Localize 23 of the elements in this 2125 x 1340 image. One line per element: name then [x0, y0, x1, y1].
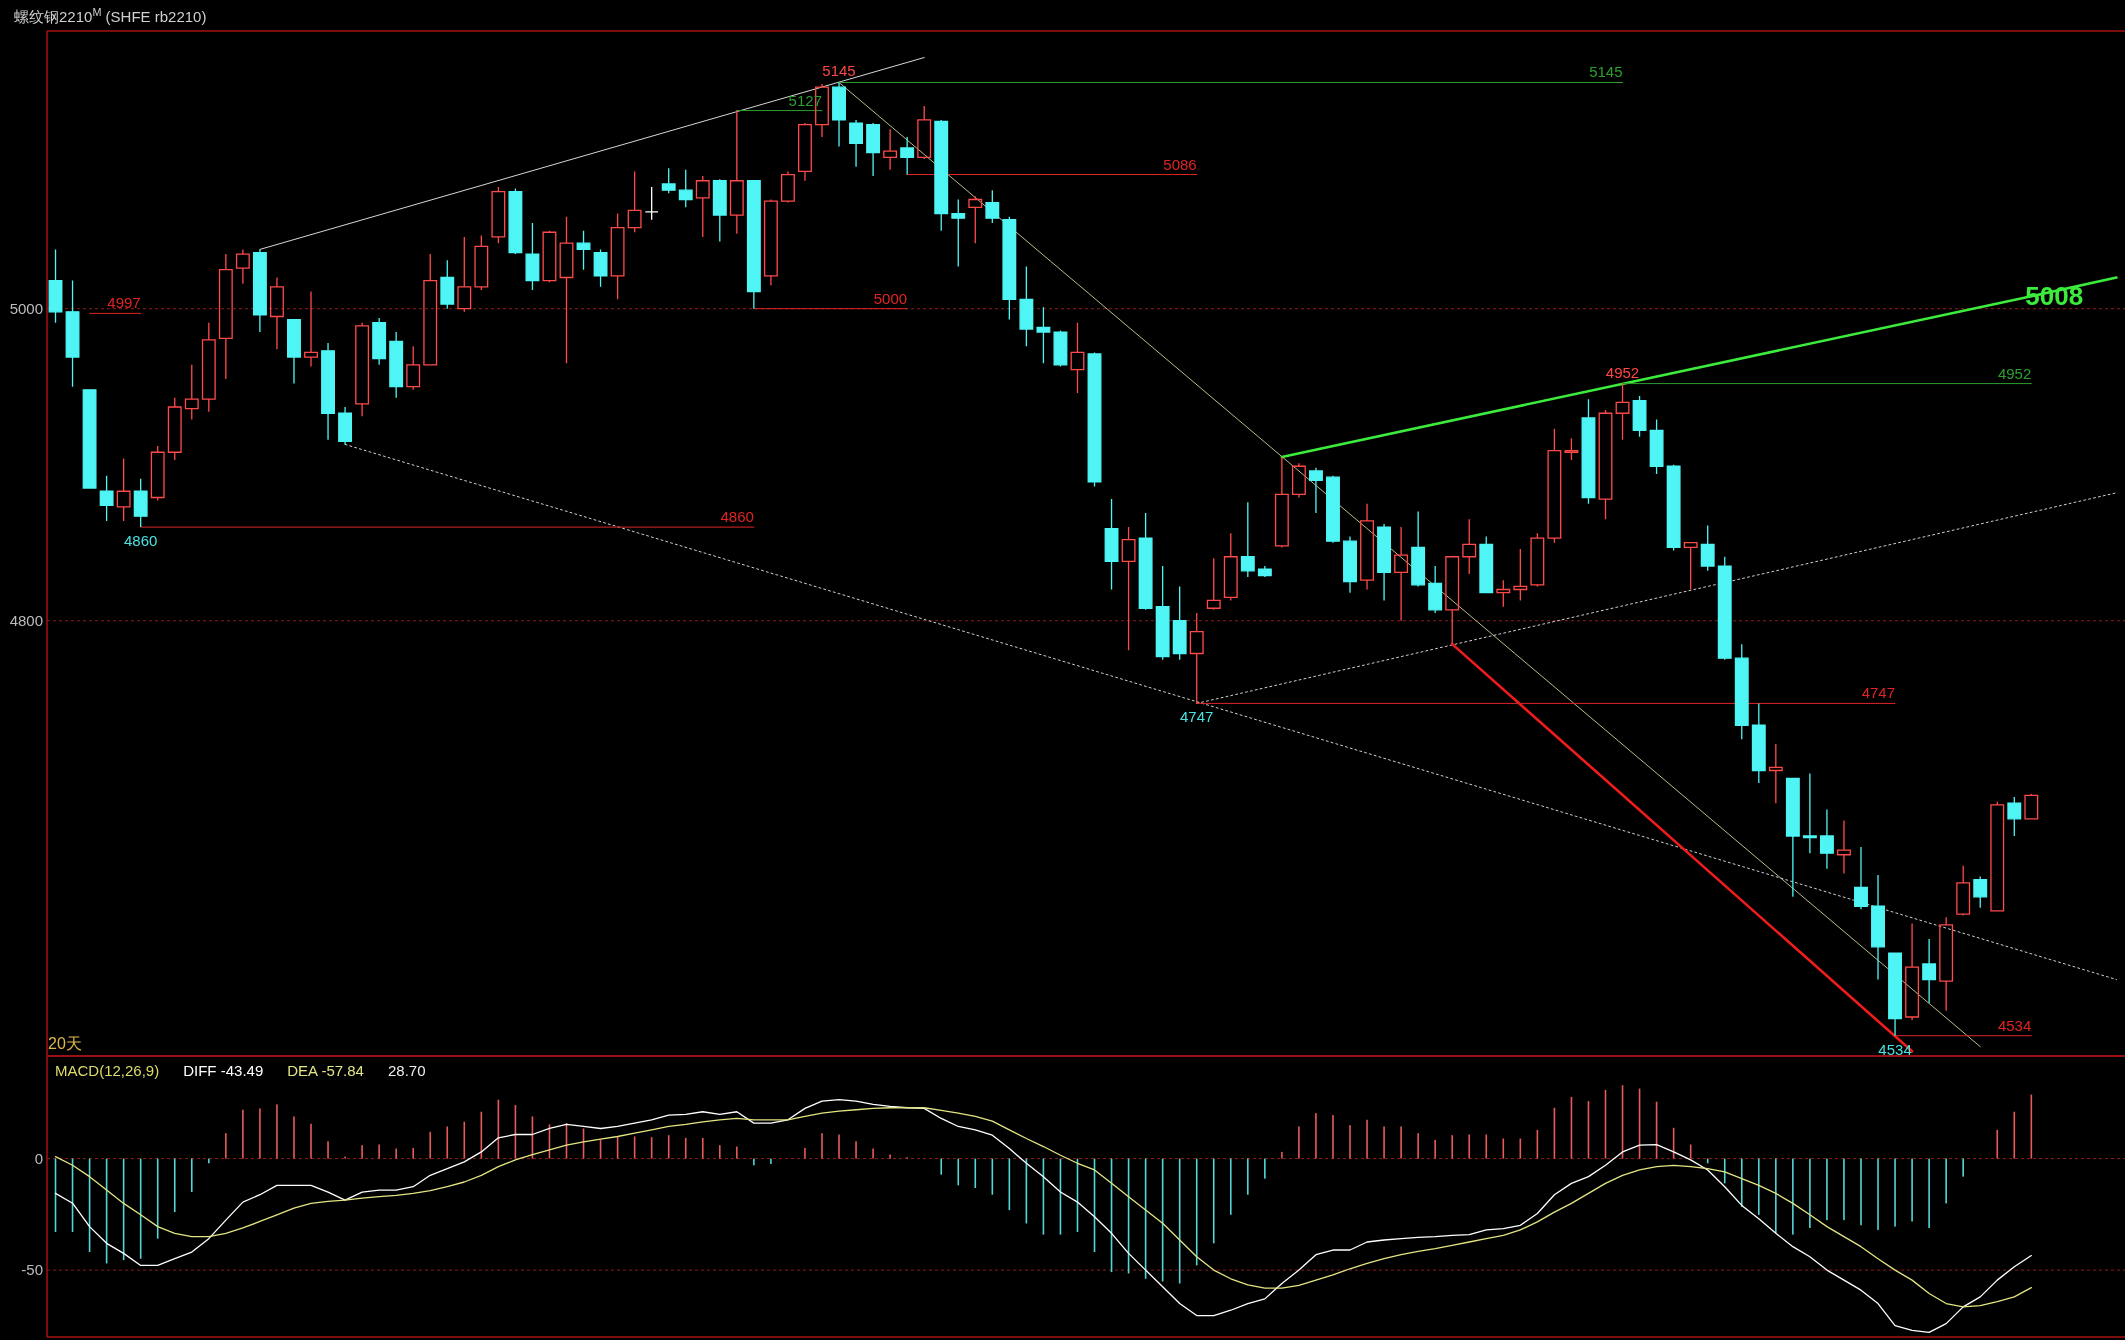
annotation: 28.70	[387, 1062, 426, 1079]
y-tick-label: 4800	[9, 611, 43, 629]
data-label: 4952	[1997, 364, 2032, 382]
data-label: 4534	[1997, 1016, 2032, 1034]
chart-title: MACD(12,26,9)	[55, 1062, 160, 1079]
data-label: 4860	[720, 508, 754, 526]
y-tick-label: -50	[21, 1261, 43, 1279]
annotation: 20天	[48, 1035, 82, 1052]
text: DIFF -43.49	[183, 1062, 264, 1079]
data-label: 5086	[1163, 155, 1197, 173]
data-label: 5000	[873, 289, 908, 307]
y-tick-label: 0	[34, 1149, 43, 1167]
y-tick-label: 5000	[9, 299, 43, 317]
data-label: 4997	[107, 294, 141, 312]
text: 4534	[1878, 1040, 1912, 1058]
text: 5145	[822, 62, 856, 80]
text: 4860	[123, 532, 158, 550]
text: 4952	[1605, 363, 1640, 381]
data-label: 5145	[1589, 63, 1623, 81]
text: 4747	[1180, 708, 1214, 726]
text: DEA -57.84	[287, 1062, 364, 1079]
chart-title: 螺纹钢2210$^{M}$ (SHFE rb2210)	[14, 6, 207, 25]
data-label: 4747	[1861, 684, 1896, 702]
